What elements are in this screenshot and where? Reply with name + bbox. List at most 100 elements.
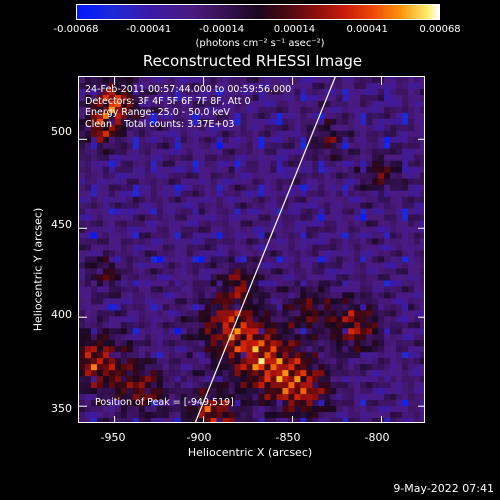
heatmap-cell [114,286,122,293]
heatmap-cell [360,100,367,108]
heatmap-cell [108,394,116,401]
heatmap-cell [132,322,140,329]
heatmap-cell [222,172,229,180]
heatmap-cell [390,190,397,198]
heatmap-cell [282,322,289,329]
heatmap-cell [162,286,170,293]
heatmap-cell [150,142,158,150]
heatmap-cell [336,190,343,198]
heatmap-cell [96,160,104,168]
heatmap-cell [240,316,247,323]
heatmap-cell [102,316,110,323]
heatmap-cell [210,358,217,365]
heatmap-cell [108,88,116,96]
heatmap-cell [216,82,223,90]
heatmap-cell [204,382,212,389]
heatmap-cell [240,226,247,233]
heatmap-cell [192,178,200,186]
heatmap-cell [318,88,325,96]
heatmap-cell [342,106,349,114]
heatmap-cell [318,196,325,204]
heatmap-cell [342,370,349,377]
heatmap-cell [372,274,379,281]
heatmap-cell [414,250,421,257]
heatmap-cell [162,100,170,108]
heatmap-cell [258,400,265,407]
heatmap-cell [252,100,259,108]
heatmap-cell [114,262,122,269]
heatmap-cell [138,346,146,353]
heatmap-cell [294,208,301,215]
heatmap-cell [294,244,301,251]
heatmap-cell [396,334,403,341]
heatmap-cell [108,208,116,215]
heatmap-cell [390,232,397,239]
heatmap-cell [384,316,391,323]
heatmap-cell [192,94,200,102]
heatmap-cell [264,382,271,389]
heatmap-cell [90,88,98,96]
heatmap-cell [79,220,86,227]
heatmap-cell [420,196,424,204]
heatmap-cell [150,334,158,341]
heatmap-cell [384,322,391,329]
heatmap-cell [342,346,349,353]
heatmap-cell [258,77,265,84]
heatmap-cell [144,208,152,215]
heatmap-cell [264,196,271,204]
heatmap-cell [420,244,424,251]
heatmap-cell [84,352,92,359]
heatmap-cell [348,328,355,335]
heatmap-cell [318,220,325,227]
heatmap-cell [408,364,415,371]
heatmap-cell [222,292,229,299]
heatmap-cell [156,256,164,263]
heatmap-cell [168,106,176,114]
heatmap-cell [384,274,391,281]
heatmap-cell [120,77,128,84]
heatmap-cell [186,286,194,293]
heatmap-cell [96,178,104,186]
heatmap-cell [138,226,146,233]
heatmap-cell [414,292,421,299]
heatmap-cell [79,124,86,132]
heatmap-cell [252,142,259,150]
heatmap-cell [132,298,140,305]
heatmap-cell [270,340,277,347]
heatmap-cell [318,244,325,251]
heatmap-cell [306,334,313,341]
heatmap-cell [150,340,158,347]
heatmap-cell [372,340,379,347]
heatmap-cell [360,214,367,221]
heatmap-cell [330,250,337,257]
heatmap-cell [102,292,110,299]
heatmap-cell [384,376,391,383]
heatmap-cell [366,400,373,407]
heatmap-cell [90,418,98,422]
heatmap-cell [210,142,217,150]
heatmap-cell [342,77,349,84]
heatmap-cell [312,352,319,359]
heatmap-cell [420,220,424,227]
heatmap-cell [174,184,182,192]
heatmap-cell [132,136,140,144]
heatmap-cell [120,370,128,377]
heatmap-cell [402,400,409,407]
heatmap-cell [192,262,200,269]
heatmap-cell [360,346,367,353]
heatmap-cell [378,226,385,233]
heatmap-cell [174,328,182,335]
heatmap-cell [258,190,265,198]
heatmap-cell [366,274,373,281]
heatmap-cell [294,400,301,407]
heatmap-cell [96,328,104,335]
heatmap-cell [84,256,92,263]
heatmap-cell [79,100,86,108]
heatmap-cell [204,322,212,329]
heatmap-cell [312,310,319,317]
heatmap-cell [342,124,349,132]
heatmap-cell [306,172,313,180]
heatmap-cell [150,286,158,293]
heatmap-cell [210,298,217,305]
heatmap-cell [240,244,247,251]
